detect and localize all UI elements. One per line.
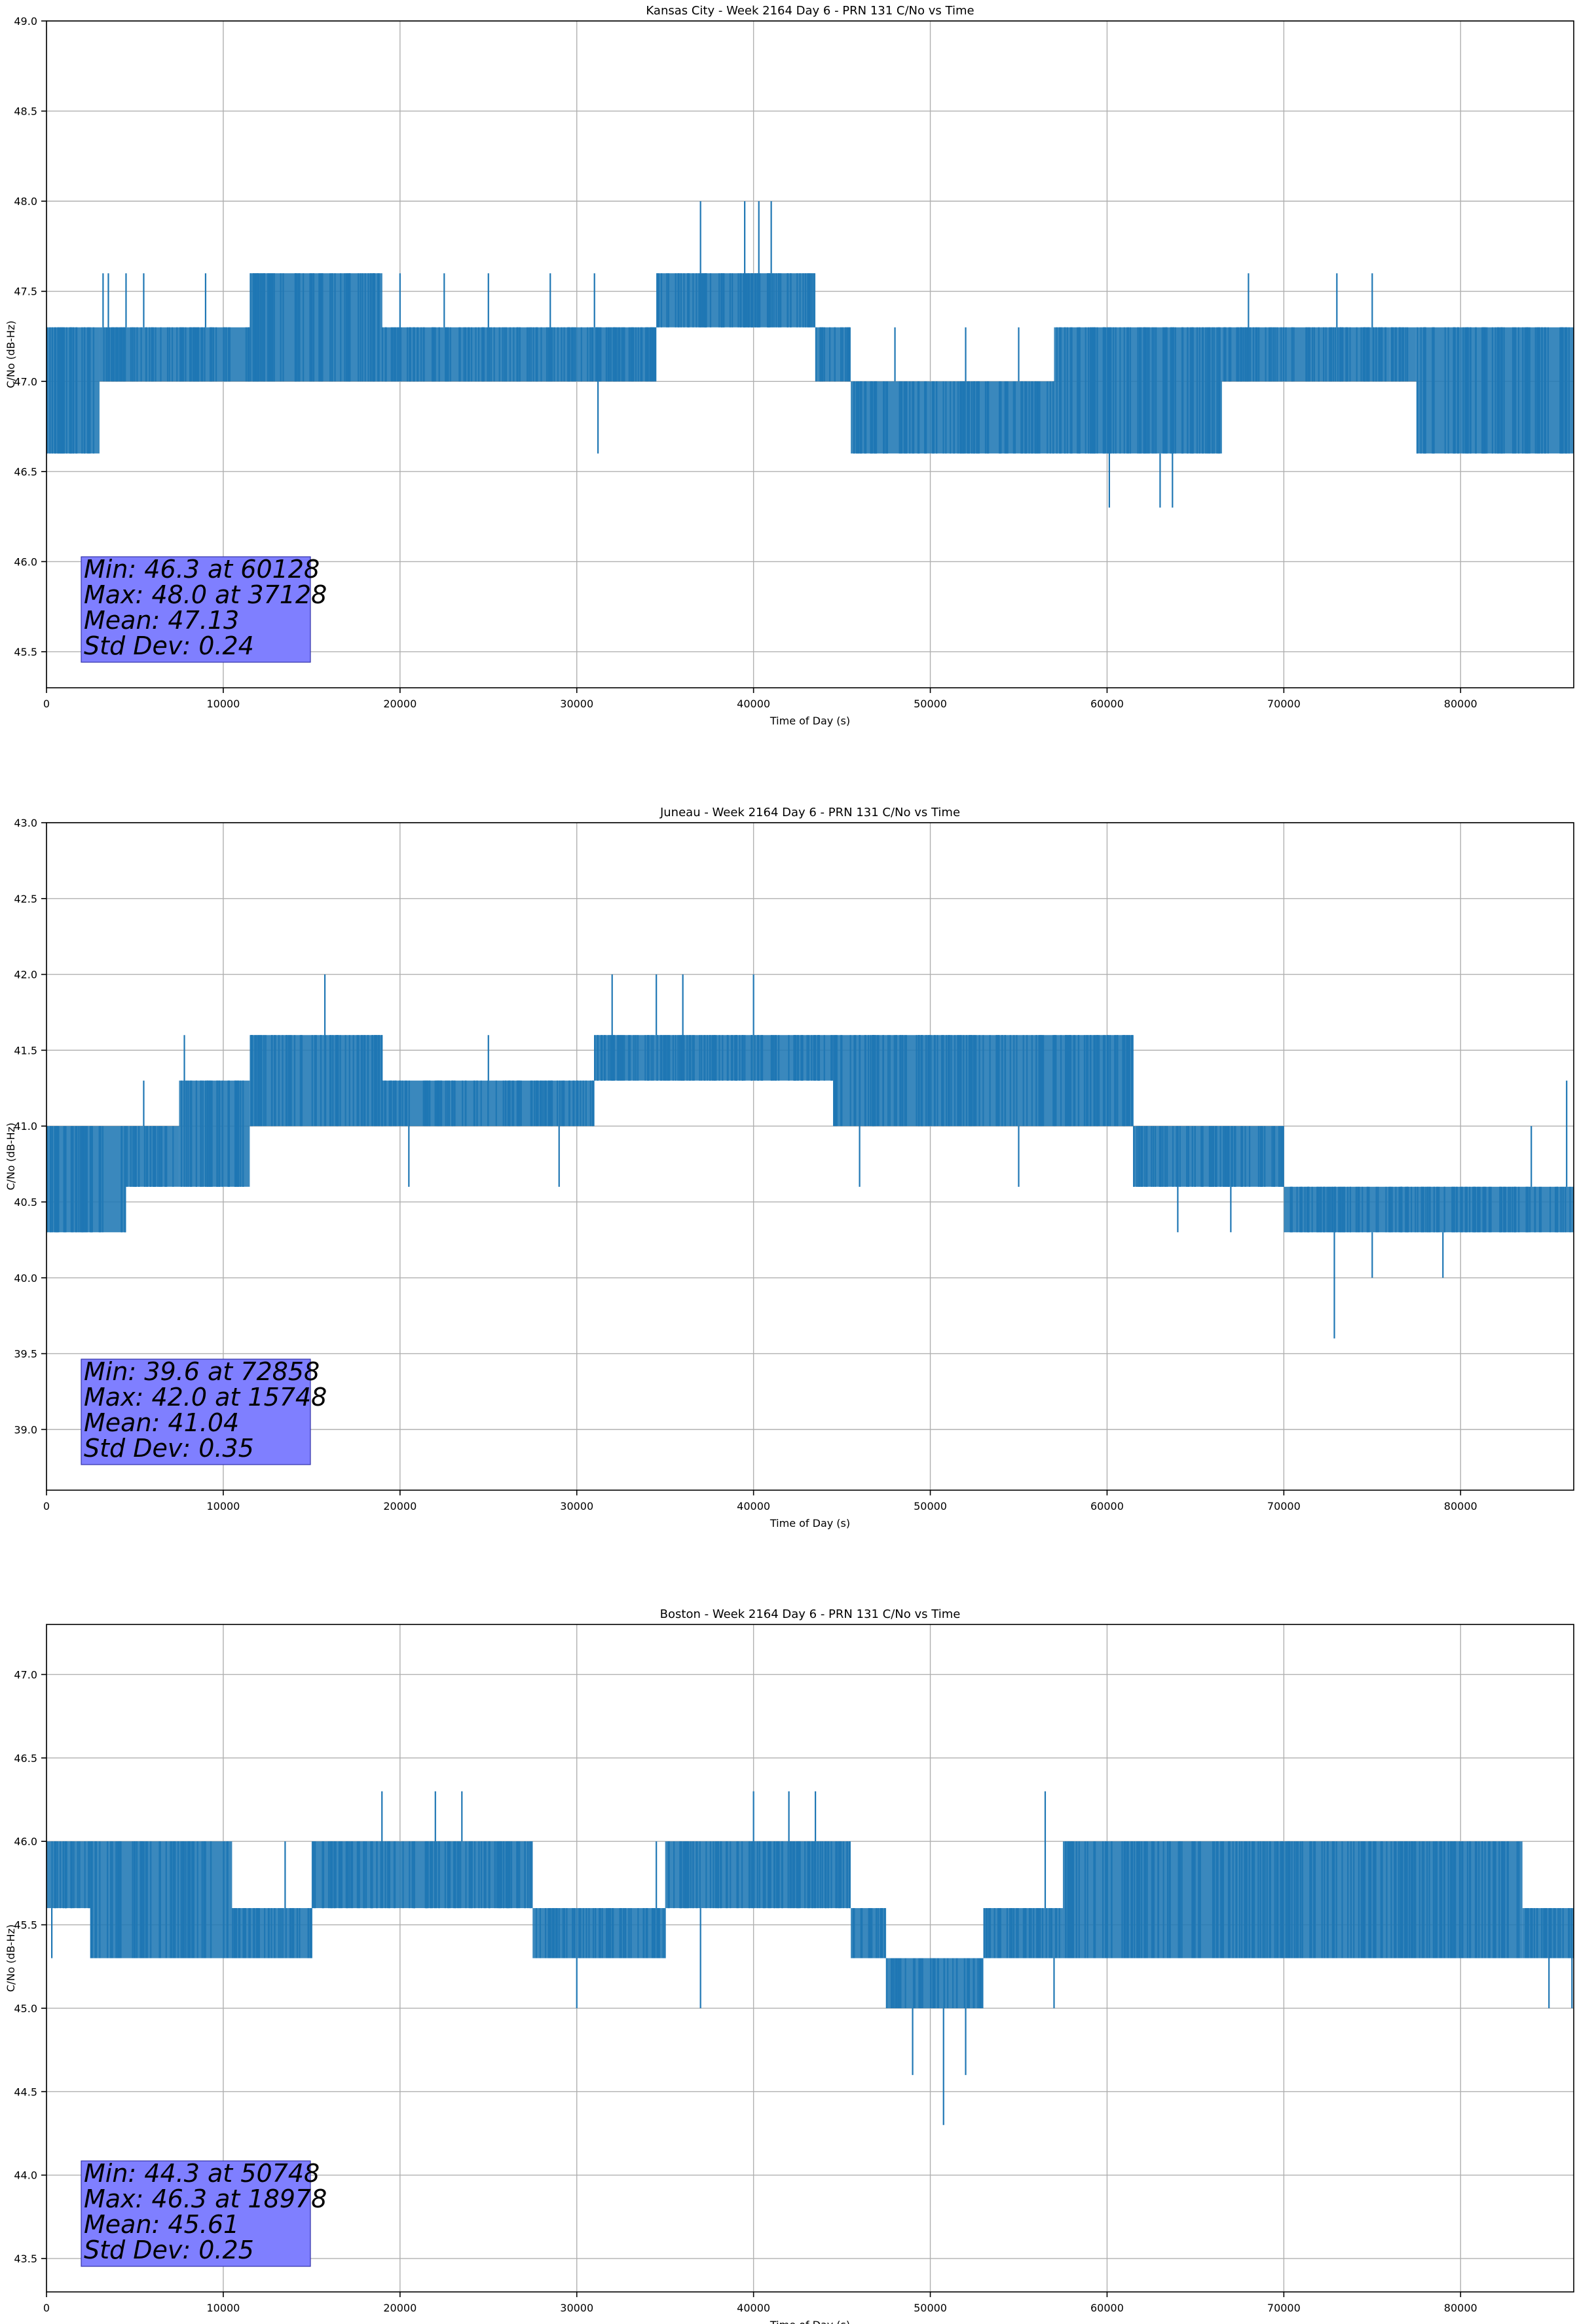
y-tick-label: 44.0 bbox=[14, 2169, 37, 2182]
x-tick-label: 40000 bbox=[737, 698, 770, 710]
x-tick-label: 60000 bbox=[1090, 1500, 1124, 1512]
chart-title: Kansas City - Week 2164 Day 6 - PRN 131 … bbox=[646, 4, 974, 18]
x-tick-label: 40000 bbox=[737, 1500, 770, 1512]
x-tick-label: 50000 bbox=[914, 698, 947, 710]
x-tick-label: 10000 bbox=[206, 698, 240, 710]
x-tick-label: 10000 bbox=[206, 2302, 240, 2314]
x-tick-label: 60000 bbox=[1090, 2302, 1124, 2314]
x-tick-label: 70000 bbox=[1267, 698, 1301, 710]
x-tick-label: 60000 bbox=[1090, 698, 1124, 710]
y-tick-label: 48.0 bbox=[14, 195, 37, 208]
data-series bbox=[46, 201, 1574, 508]
x-tick-label: 40000 bbox=[737, 2302, 770, 2314]
x-tick-label: 80000 bbox=[1444, 698, 1477, 710]
y-tick-label: 40.0 bbox=[14, 1272, 37, 1284]
x-tick-label: 70000 bbox=[1267, 2302, 1301, 2314]
y-tick-label: 45.5 bbox=[14, 646, 37, 658]
y-tick-label: 46.5 bbox=[14, 1752, 37, 1765]
y-tick-label: 42.5 bbox=[14, 893, 37, 905]
y-tick-label: 44.5 bbox=[14, 2086, 37, 2098]
y-tick-label: 47.0 bbox=[14, 1668, 37, 1681]
y-tick-label: 46.5 bbox=[14, 466, 37, 478]
plot-frame bbox=[46, 1624, 1574, 2293]
plot-frame bbox=[46, 822, 1574, 1491]
stats-box-background bbox=[81, 1359, 311, 1465]
chart-panel-1: 0 10000 20000 30000 40000 50000 60000 70000 8000… bbox=[5, 4, 1574, 727]
series-band bbox=[90, 1841, 232, 1959]
stats-mean-text: Mean: 47.13 bbox=[84, 606, 239, 635]
stats-mean-text: Mean: 45.61 bbox=[84, 2210, 239, 2239]
y-axis-label: C/No (dB-Hz) bbox=[5, 1924, 17, 1992]
x-tick-label: 0 bbox=[43, 698, 50, 710]
x-axis-label: Time of Day (s) bbox=[770, 1517, 850, 1529]
y-tick-label: 46.0 bbox=[14, 1835, 37, 1848]
y-axis-label: C/No (dB-Hz) bbox=[5, 1123, 17, 1190]
stats-max-text: Max: 46.3 at 18978 bbox=[84, 2184, 327, 2213]
chart-title: Boston - Week 2164 Day 6 - PRN 131 C/No … bbox=[660, 1607, 961, 1621]
stats-box-background bbox=[81, 556, 311, 663]
series-band bbox=[311, 1841, 533, 1909]
x-axis-label: Time of Day (s) bbox=[770, 2319, 850, 2324]
y-tick-label: 46.0 bbox=[14, 555, 37, 568]
x-tick-label: 70000 bbox=[1267, 1500, 1301, 1512]
stats-box-background bbox=[81, 2160, 311, 2267]
plot-frame bbox=[46, 20, 1574, 688]
x-tick-label: 10000 bbox=[206, 1500, 240, 1512]
y-tick-label: 43.5 bbox=[14, 2253, 37, 2265]
y-tick-label: 47.5 bbox=[14, 286, 37, 298]
stats-min-text: Min: 39.6 at 72858 bbox=[84, 1357, 320, 1386]
y-tick-label: 39.5 bbox=[14, 1348, 37, 1360]
x-axis-label: Time of Day (s) bbox=[770, 715, 850, 727]
y-tick-label: 45.5 bbox=[14, 1919, 37, 1932]
stats-std-dev-text: Std Dev: 0.24 bbox=[84, 631, 254, 660]
y-tick-label: 42.0 bbox=[14, 969, 37, 981]
y-axis-label: C/No (dB-Hz) bbox=[5, 320, 17, 388]
series-band bbox=[46, 1841, 91, 1909]
x-tick-label: 0 bbox=[43, 2302, 50, 2314]
x-tick-label: 50000 bbox=[914, 1500, 947, 1512]
x-tick-label: 20000 bbox=[383, 698, 417, 710]
x-tick-label: 20000 bbox=[383, 1500, 417, 1512]
series-band bbox=[851, 381, 1054, 454]
x-tick-label: 30000 bbox=[560, 698, 593, 710]
stats-mean-text: Mean: 41.04 bbox=[84, 1408, 239, 1437]
chart-title: Juneau - Week 2164 Day 6 - PRN 131 C/No … bbox=[659, 806, 960, 819]
y-tick-label: 43.0 bbox=[14, 817, 37, 829]
x-tick-label: 80000 bbox=[1444, 2302, 1477, 2314]
x-tick-label: 80000 bbox=[1444, 1500, 1477, 1512]
stats-std-dev-text: Std Dev: 0.25 bbox=[84, 2236, 254, 2264]
data-series bbox=[46, 1791, 1574, 2126]
x-tick-label: 0 bbox=[43, 1500, 50, 1512]
x-tick-label: 50000 bbox=[914, 2302, 947, 2314]
stats-max-text: Max: 48.0 at 37128 bbox=[84, 580, 327, 609]
stats-min-text: Min: 44.3 at 50748 bbox=[84, 2159, 320, 2188]
chart-panel-2: 0 10000 20000 30000 40000 50000 60000 70000 8000… bbox=[5, 806, 1574, 1529]
y-tick-label: 48.5 bbox=[14, 105, 37, 118]
series-band bbox=[656, 273, 816, 328]
data-series bbox=[46, 974, 1574, 1339]
y-tick-label: 45.0 bbox=[14, 2002, 37, 2015]
y-tick-label: 49.0 bbox=[14, 15, 37, 28]
y-tick-label: 40.5 bbox=[14, 1196, 37, 1209]
x-tick-label: 30000 bbox=[560, 2302, 593, 2314]
y-tick-label: 39.0 bbox=[14, 1423, 37, 1436]
y-tick-label: 47.0 bbox=[14, 375, 37, 388]
stats-std-dev-text: Std Dev: 0.35 bbox=[84, 1434, 254, 1463]
y-tick-label: 41.5 bbox=[14, 1044, 37, 1057]
y-tick-label: 41.0 bbox=[14, 1120, 37, 1133]
stats-min-text: Min: 46.3 at 60128 bbox=[84, 555, 320, 584]
stats-max-text: Max: 42.0 at 15748 bbox=[84, 1383, 327, 1412]
x-tick-label: 20000 bbox=[383, 2302, 417, 2314]
chart-panel-3: 0 10000 20000 30000 40000 50000 60000 70000 8000… bbox=[5, 1607, 1574, 2324]
x-tick-label: 30000 bbox=[560, 1500, 593, 1512]
